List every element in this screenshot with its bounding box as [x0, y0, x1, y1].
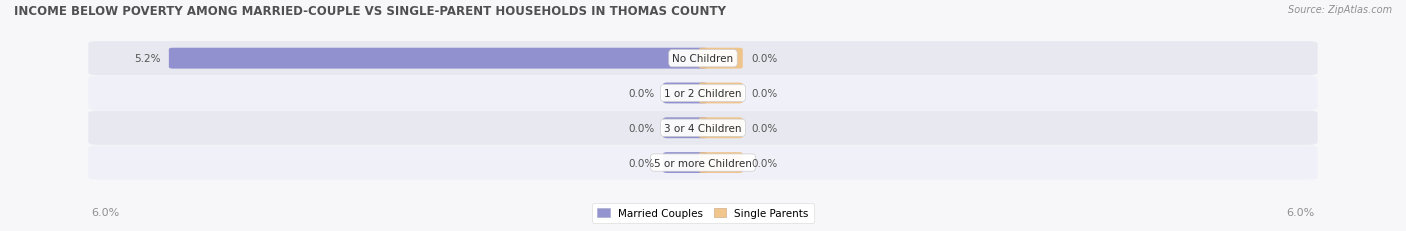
- FancyBboxPatch shape: [699, 49, 742, 69]
- Legend: Married Couples, Single Parents: Married Couples, Single Parents: [592, 203, 814, 224]
- Text: 0.0%: 0.0%: [751, 54, 778, 64]
- Text: 0.0%: 0.0%: [628, 88, 655, 99]
- FancyBboxPatch shape: [169, 49, 707, 69]
- FancyBboxPatch shape: [89, 42, 1317, 76]
- Text: Source: ZipAtlas.com: Source: ZipAtlas.com: [1288, 5, 1392, 15]
- Text: 0.0%: 0.0%: [751, 88, 778, 99]
- FancyBboxPatch shape: [89, 111, 1317, 145]
- FancyBboxPatch shape: [699, 118, 742, 139]
- Text: 5 or more Children: 5 or more Children: [654, 158, 752, 168]
- FancyBboxPatch shape: [89, 77, 1317, 111]
- Text: 0.0%: 0.0%: [751, 158, 778, 168]
- Text: No Children: No Children: [672, 54, 734, 64]
- Text: INCOME BELOW POVERTY AMONG MARRIED-COUPLE VS SINGLE-PARENT HOUSEHOLDS IN THOMAS : INCOME BELOW POVERTY AMONG MARRIED-COUPL…: [14, 5, 725, 18]
- Text: 3 or 4 Children: 3 or 4 Children: [664, 123, 742, 133]
- Text: 0.0%: 0.0%: [628, 158, 655, 168]
- FancyBboxPatch shape: [664, 83, 707, 104]
- FancyBboxPatch shape: [664, 118, 707, 139]
- Text: 6.0%: 6.0%: [1286, 207, 1315, 218]
- FancyBboxPatch shape: [89, 146, 1317, 180]
- Text: 0.0%: 0.0%: [628, 123, 655, 133]
- Text: 6.0%: 6.0%: [91, 207, 120, 218]
- Text: 5.2%: 5.2%: [134, 54, 160, 64]
- Text: 1 or 2 Children: 1 or 2 Children: [664, 88, 742, 99]
- FancyBboxPatch shape: [699, 83, 742, 104]
- FancyBboxPatch shape: [699, 152, 742, 173]
- Text: 0.0%: 0.0%: [751, 123, 778, 133]
- FancyBboxPatch shape: [664, 152, 707, 173]
